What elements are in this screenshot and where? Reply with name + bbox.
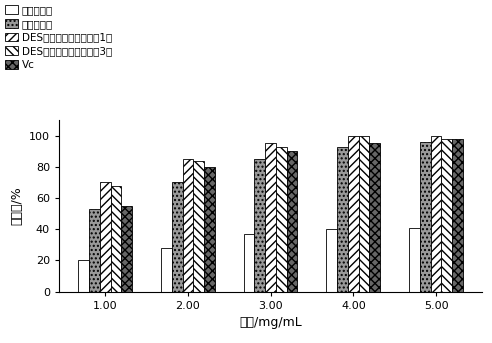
Bar [172,182,183,292]
Bar [254,159,265,292]
Bar [276,146,287,292]
Bar [420,142,430,292]
Bar [111,186,122,292]
Bar [265,143,276,292]
Bar [326,229,337,292]
X-axis label: 浓度/mg/mL: 浓度/mg/mL [239,316,302,329]
Bar [78,260,89,292]
Bar [89,209,100,292]
Bar [122,206,132,292]
Bar [337,146,348,292]
Bar [359,135,369,292]
Bar [409,228,420,292]
Y-axis label: 清除率/%: 清除率/% [10,187,24,225]
Bar [204,167,215,292]
Bar [369,143,380,292]
Bar [100,182,111,292]
Bar [193,161,204,292]
Bar [348,135,359,292]
Bar [161,248,172,292]
Bar [244,234,254,292]
Bar [430,135,441,292]
Legend: 水提花色苷, 醇提花色苷, DES提花色苷（实施方式1）, DES提花色苷（实施方式3）, Vc: 水提花色苷, 醇提花色苷, DES提花色苷（实施方式1）, DES提花色苷（实施… [5,5,112,70]
Bar [441,139,452,292]
Bar [183,159,193,292]
Bar [287,151,298,292]
Bar [452,139,463,292]
